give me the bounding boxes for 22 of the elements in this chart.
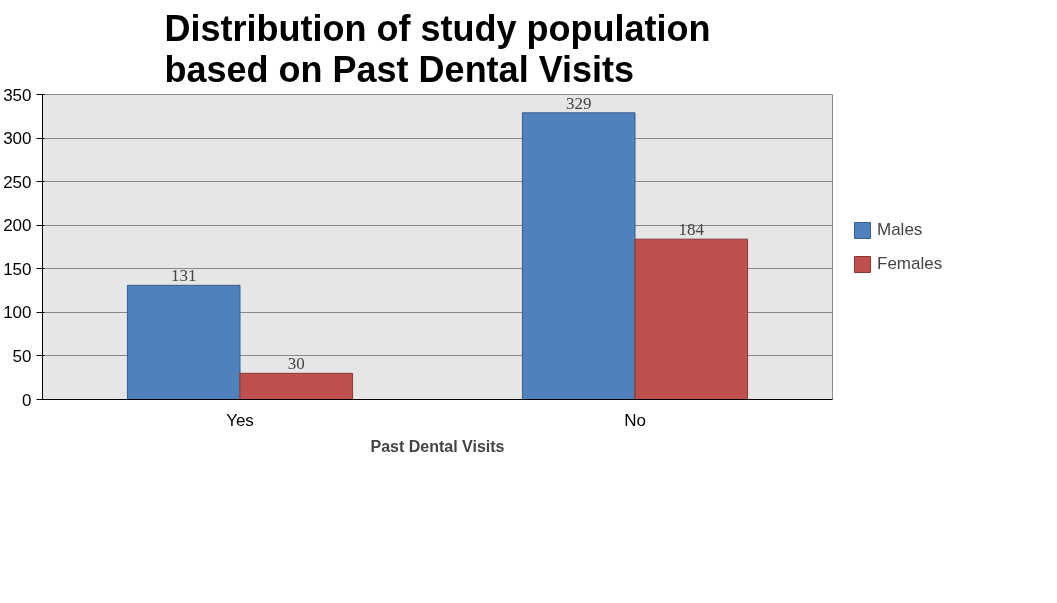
y-tick-label: 200 [3,216,32,236]
bar [239,372,354,400]
bar [126,284,241,400]
y-tick-label: 300 [3,129,32,149]
chart-title: Distribution of study population based on Past Dental Visits [164,7,711,90]
y-tick-label: 0 [22,390,32,410]
y-tick-label: 50 [12,346,32,366]
y-tick-label: 100 [3,303,32,323]
data-label: 184 [678,220,705,240]
data-label: 131 [170,266,197,286]
data-label: 30 [287,354,305,374]
legend-label: Females [877,253,943,274]
x-tick-label: No [624,410,646,430]
y-tick-label: 350 [3,85,32,105]
legend-label: Males [877,219,923,240]
y-tick-label: 150 [3,259,32,279]
y-tick-label: 250 [3,172,32,192]
data-label: 329 [565,93,592,113]
x-axis-title: Past Dental Visits [370,437,505,455]
x-tick-label: Yes [226,410,254,430]
bar [521,112,636,400]
bar [634,238,749,400]
